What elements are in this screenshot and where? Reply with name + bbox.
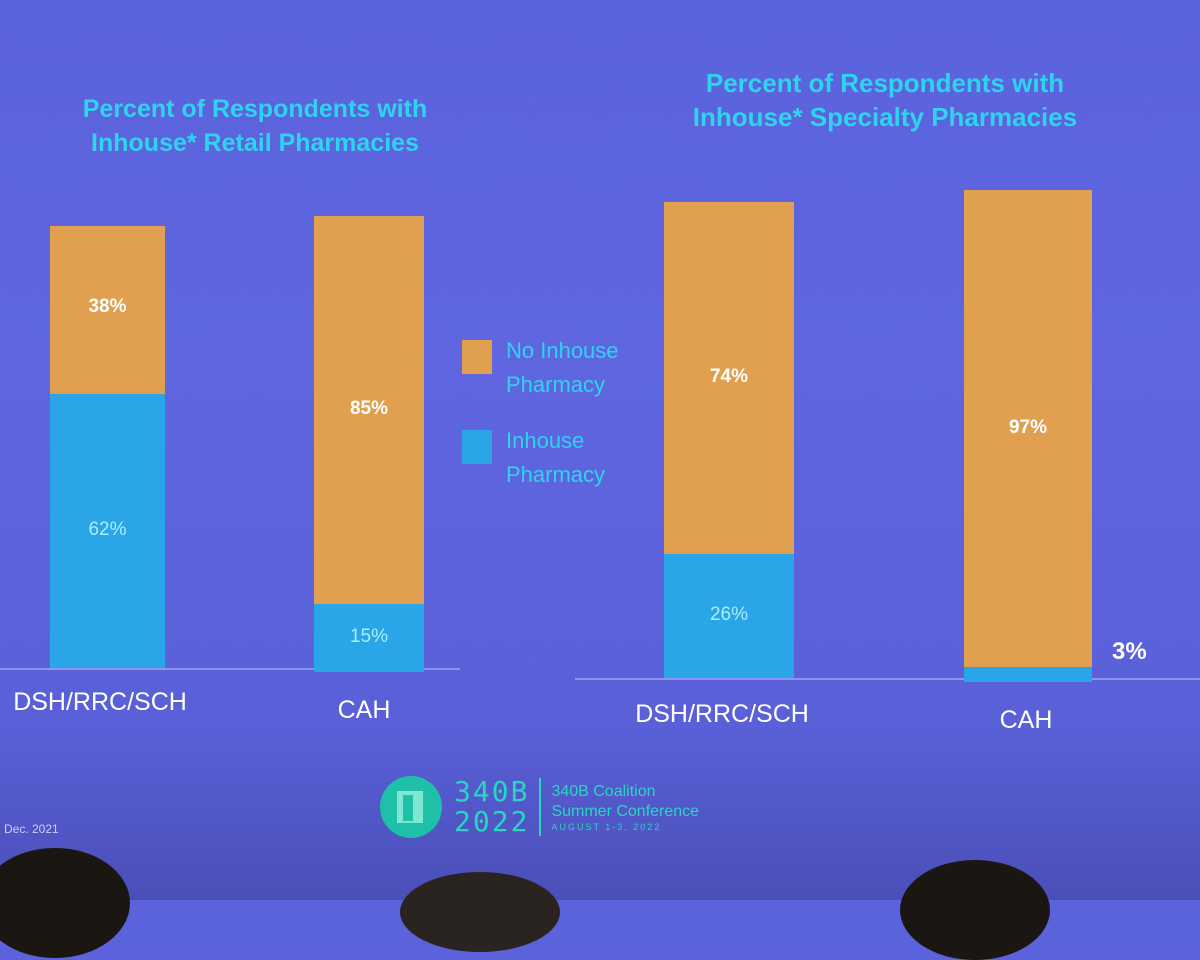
bar-value-label: 26% — [709, 604, 749, 626]
bar-segment-no-inhouse — [314, 216, 424, 604]
category-label: DSH/RRC/SCH — [635, 700, 809, 728]
logo-divider — [539, 778, 542, 836]
bar-value-label: 97% — [1008, 416, 1048, 438]
legend-label-inhouse: Inhouse Pharmacy — [506, 428, 606, 487]
conference-logo: 340B 2022 340B Coalition Summer Conferen… — [380, 776, 699, 838]
category-label: CAH — [337, 696, 391, 724]
legend-item-no-inhouse: No Inhouse Pharmacy — [462, 334, 619, 402]
legend-label-no-inhouse: No Inhouse Pharmacy — [506, 338, 619, 397]
bar-value-label: 62% — [88, 518, 127, 540]
footnote-date: Dec. 2021 — [4, 822, 59, 836]
bar-segment-inhouse — [664, 554, 794, 678]
bar-segment-no-inhouse — [50, 226, 165, 394]
conference-dates: AUGUST 1-3, 2022 — [551, 822, 662, 832]
legend-swatch-inhouse — [462, 430, 492, 464]
bar-value-label: 3% — [1112, 638, 1147, 665]
bar-value-label: 15% — [349, 625, 389, 647]
logo-text: 340B 2022 — [454, 777, 529, 837]
category-label: CAH — [999, 706, 1053, 734]
specialty-chart-title: Percent of Respondents with Inhouse* Spe… — [692, 68, 1078, 132]
slide: Percent of Respondents with Inhouse* Ret… — [0, 68, 1200, 960]
bar-value-label: 85% — [349, 397, 389, 419]
conference-info: 340B Coalition Summer Conference AUGUST … — [551, 782, 699, 832]
legend-swatch-no-inhouse — [462, 340, 492, 374]
bar-segment-inhouse — [964, 667, 1092, 682]
conference-name: 340B Coalition — [551, 783, 656, 800]
audience-head-center — [400, 872, 560, 952]
audience-head-right — [900, 860, 1050, 960]
conference-subtitle: Summer Conference — [551, 803, 700, 820]
logo-year: 2022 — [454, 805, 530, 838]
bar-value-label: 38% — [88, 296, 127, 317]
bar-segment-inhouse — [314, 603, 424, 672]
logo-number: 340B — [454, 775, 530, 808]
chart-baseline — [0, 668, 460, 670]
bar-value-label: 74% — [709, 366, 749, 388]
logo-emblem-icon — [380, 776, 442, 838]
legend-item-inhouse: Inhouse Pharmacy — [462, 424, 605, 492]
bar-segment-no-inhouse — [664, 202, 794, 555]
bar-segment-inhouse — [50, 393, 165, 668]
category-label: DSH/RRC/SCH — [13, 688, 187, 716]
chart-baseline — [575, 678, 1200, 680]
bar-segment-no-inhouse — [964, 190, 1092, 668]
audience-head-left — [0, 848, 130, 958]
retail-chart-title: Percent of Respondents with Inhouse* Ret… — [82, 95, 428, 157]
